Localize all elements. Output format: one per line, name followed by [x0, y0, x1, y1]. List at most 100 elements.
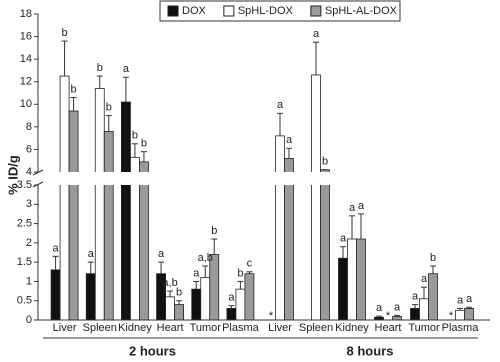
significance-label: b	[132, 130, 138, 142]
x-tick-label: Spleen	[299, 322, 333, 334]
y-tick-label: 0	[26, 314, 32, 326]
significance-label: a	[457, 294, 464, 306]
x-tick-label: Plasma	[222, 322, 260, 334]
bar	[209, 254, 220, 320]
significance-label: b	[237, 267, 243, 279]
lower-panel	[50, 185, 474, 320]
significance-label: *	[386, 310, 391, 322]
bar	[392, 316, 402, 320]
significance-label: c	[247, 258, 253, 270]
significance-label: b	[106, 101, 112, 113]
legend-label: SpHL-DOX	[238, 5, 294, 17]
legend-swatch	[223, 5, 235, 17]
x-tick-label: Tumor	[190, 322, 222, 334]
significance-label: a	[277, 99, 284, 111]
y-tick-label: 2.5	[17, 217, 32, 229]
bar	[235, 288, 246, 320]
significance-label: a	[376, 302, 383, 314]
y-tick-label: 1	[26, 275, 32, 287]
significance-label: a	[394, 301, 401, 313]
significance-label: a	[123, 63, 130, 75]
bar	[68, 110, 79, 172]
significance-label: b	[62, 27, 68, 39]
bar	[338, 257, 348, 320]
y-tick-label: 3	[26, 198, 32, 210]
bar	[275, 135, 285, 172]
bar	[200, 277, 211, 320]
bar	[311, 185, 321, 320]
y-tick-label: 6	[26, 143, 32, 155]
significance-label: b	[176, 287, 182, 299]
significance-label: a	[286, 134, 293, 146]
significance-label: b	[71, 83, 77, 95]
bar	[139, 161, 149, 172]
bar	[165, 296, 175, 320]
bar	[419, 298, 429, 320]
y-tick-label: 16	[20, 30, 32, 42]
x-tick-label: Liver	[53, 322, 77, 334]
y-tick-label: 10	[20, 98, 32, 110]
bar	[103, 185, 114, 320]
bar	[226, 308, 237, 320]
legend: DOX SpHL-DOX SpHL-AL-DOX	[167, 5, 398, 17]
legend-label: SpHL-AL-DOX	[325, 5, 398, 17]
bar	[320, 169, 330, 172]
significance-label: a	[412, 290, 419, 302]
significance-label: a	[466, 293, 473, 305]
significance-label: b	[97, 62, 103, 74]
bar	[94, 185, 105, 320]
bar	[103, 130, 114, 172]
bar	[68, 185, 79, 320]
bar	[191, 288, 202, 320]
legend-swatch	[167, 5, 179, 17]
bar	[320, 185, 330, 320]
bar	[455, 309, 465, 320]
bar	[356, 238, 366, 320]
y-tick-label: 2	[26, 237, 32, 249]
significance-label: a	[53, 242, 60, 254]
x-tick-label: Plasma	[442, 322, 480, 334]
bar	[284, 158, 294, 172]
bar	[130, 156, 140, 172]
significance-label: *	[269, 310, 274, 322]
significance-label: a	[349, 202, 356, 214]
significance-label: a,b	[198, 252, 213, 264]
x-tick-label: Kidney	[335, 322, 369, 334]
legend-label: DOX	[182, 5, 207, 17]
y-tick-label: 3.5	[17, 179, 32, 191]
y-tick-label: 4	[26, 166, 32, 178]
significance-label: *	[449, 310, 454, 322]
x-tick-label: Heart	[157, 322, 184, 334]
x-tick-label: Heart	[375, 322, 402, 334]
bar	[284, 185, 294, 320]
y-axis-label: % ID/g	[5, 155, 20, 195]
significance-label: b	[211, 225, 217, 237]
x-tick-label: Kidney	[118, 322, 152, 334]
significance-label: b	[430, 252, 436, 264]
bar	[94, 88, 105, 172]
y-tick-label: 1.5	[17, 256, 32, 268]
significance-label: a	[313, 28, 320, 40]
bar	[244, 273, 255, 320]
bar	[50, 269, 61, 320]
legend-swatch	[310, 5, 322, 17]
bar	[121, 101, 131, 172]
upper-panel	[59, 41, 330, 172]
significance-label: a	[88, 248, 95, 260]
bar	[311, 74, 321, 172]
y-tick-label: 0.5	[17, 295, 32, 307]
legend-box	[159, 0, 401, 22]
group-label: 2 hours	[129, 343, 176, 358]
bar	[174, 304, 184, 320]
y-tick-label: 14	[20, 53, 32, 65]
bar	[347, 238, 357, 320]
bar	[85, 273, 96, 320]
bar	[464, 308, 474, 320]
significance-label: a,b	[162, 277, 177, 289]
x-tick-label: Tumor	[408, 322, 440, 334]
significance-label: a	[421, 273, 428, 285]
significance-label: a	[158, 248, 165, 260]
bar	[59, 185, 70, 320]
bar	[410, 308, 420, 320]
